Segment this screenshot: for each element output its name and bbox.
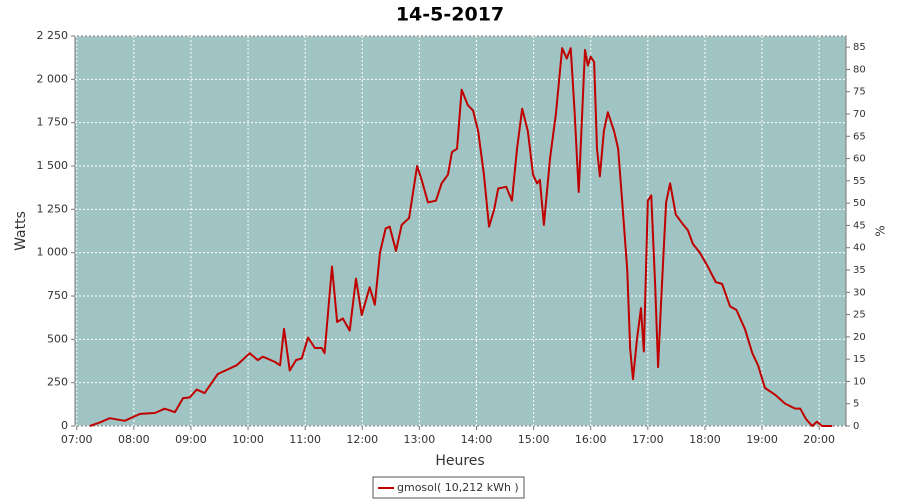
x-tick-label: 20:00: [803, 433, 835, 446]
y2-tick-label: 80: [853, 64, 866, 75]
y2-tick-label: 65: [853, 131, 866, 142]
plot: [74, 35, 847, 427]
y-axis-label: Watts: [13, 211, 29, 251]
y2-tick-label: 5: [853, 399, 859, 410]
y2-tick-label: 40: [853, 243, 866, 254]
y2-axis-label: %: [874, 225, 888, 236]
y2-tick-label: 15: [853, 354, 866, 365]
y2-tick-label: 45: [853, 220, 866, 231]
y2-tick-label: 60: [853, 154, 866, 165]
legend: gmosol( 10,212 kWh ): [372, 476, 525, 499]
y-tick-label: 1 750: [37, 116, 69, 129]
y2-tick-label: 50: [853, 198, 866, 209]
y2-tick-label: 70: [853, 109, 866, 120]
y-tick-label: 250: [47, 376, 68, 389]
y2-tick-label: 85: [853, 42, 866, 53]
x-axis-label: Heures: [435, 453, 484, 469]
legend-box: [372, 476, 525, 499]
y-tick-label: 1 250: [37, 202, 69, 215]
chart-title: 14-5-2017: [396, 4, 504, 26]
y2-tick-label: 30: [853, 287, 866, 298]
y2-tick-label: 35: [853, 265, 866, 276]
x-tick-label: 19:00: [746, 433, 778, 446]
x-tick-label: 16:00: [575, 433, 607, 446]
x-tick-label: 14:00: [461, 433, 493, 446]
series-line: [89, 47, 833, 427]
y2-tick-label: 75: [853, 87, 866, 98]
x-tick-label: 18:00: [689, 433, 721, 446]
x-tick-label: 07:00: [61, 433, 93, 446]
y-tick-label: 2 000: [37, 72, 69, 85]
x-tick-label: 09:00: [175, 433, 207, 446]
legend-label: gmosol( 10,212 kWh ): [397, 481, 519, 494]
x-tick-label: 10:00: [232, 433, 264, 446]
x-tick-label: 08:00: [118, 433, 150, 446]
x-tick-label: 17:00: [632, 433, 664, 446]
x-tick-label: 15:00: [518, 433, 550, 446]
y2-tick-label: 55: [853, 176, 866, 187]
x-tick-label: 11:00: [289, 433, 321, 446]
y-tick-label: 2 250: [37, 29, 69, 42]
y-tick-label: 1 000: [37, 246, 69, 259]
y2-tick-label: 25: [853, 310, 866, 321]
y2-tick-label: 10: [853, 376, 866, 387]
x-tick-label: 13:00: [404, 433, 436, 446]
y-tick-label: 750: [47, 289, 68, 302]
y-tick-label: 500: [47, 332, 68, 345]
y2-tick-label: 0: [853, 421, 859, 432]
y-tick-label: 0: [61, 419, 68, 432]
y-tick-label: 1 500: [37, 159, 69, 172]
y2-tick-label: 20: [853, 332, 866, 343]
x-tick-label: 12:00: [346, 433, 378, 446]
